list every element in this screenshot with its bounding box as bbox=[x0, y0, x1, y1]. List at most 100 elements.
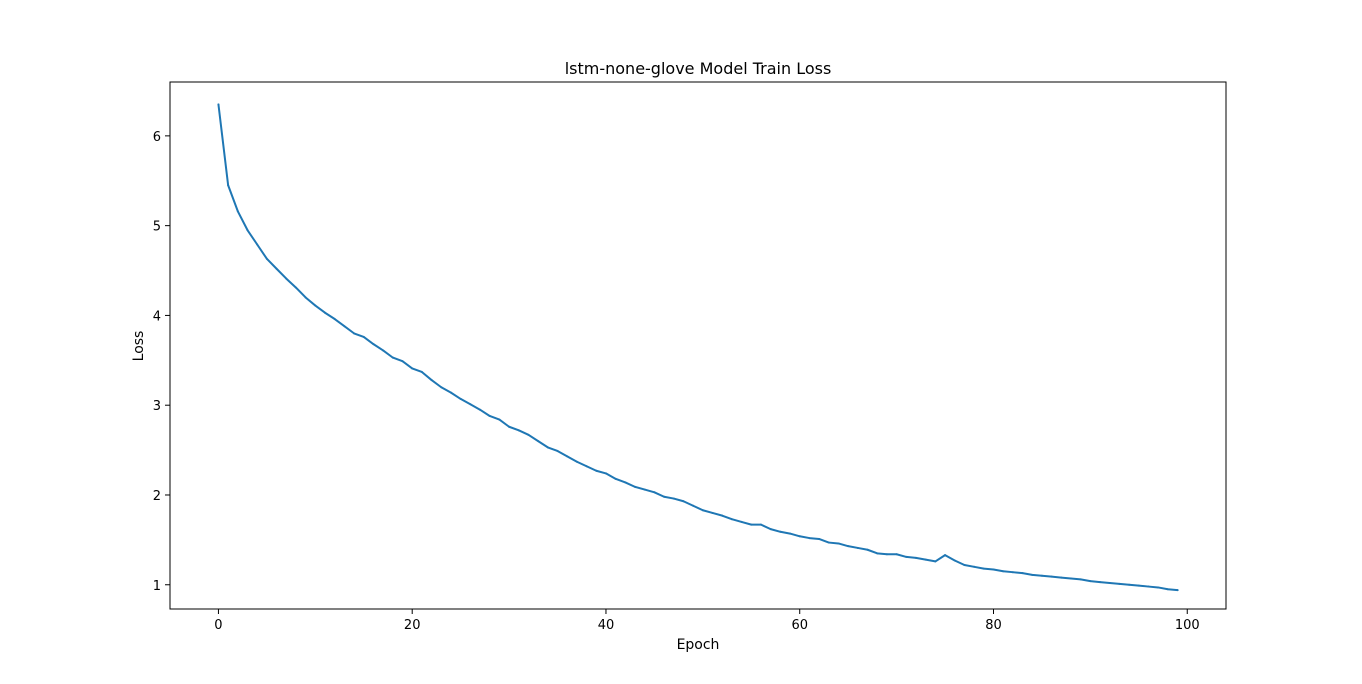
loss-point bbox=[1166, 588, 1169, 591]
loss-point bbox=[236, 210, 239, 213]
loss-point bbox=[430, 379, 433, 382]
loss-point bbox=[682, 500, 685, 503]
loss-point bbox=[885, 553, 888, 556]
loss-point bbox=[479, 408, 482, 411]
loss-point bbox=[1040, 574, 1043, 577]
loss-point bbox=[740, 520, 743, 523]
x-axis-ticks: 0 20 40 60 80 100 bbox=[214, 609, 1200, 633]
loss-point bbox=[353, 332, 356, 335]
loss-point bbox=[498, 418, 501, 421]
loss-point bbox=[1031, 573, 1034, 576]
loss-point bbox=[789, 532, 792, 535]
loss-point bbox=[711, 511, 714, 514]
y-tick-label: 1 bbox=[153, 579, 161, 594]
loss-point bbox=[1118, 582, 1121, 585]
loss-point bbox=[488, 414, 491, 417]
loss-point bbox=[759, 523, 762, 526]
loss-point bbox=[779, 530, 782, 533]
loss-point bbox=[265, 257, 268, 260]
loss-point bbox=[556, 449, 559, 452]
loss-point bbox=[1011, 571, 1014, 574]
loss-point bbox=[469, 403, 472, 406]
loss-point bbox=[895, 553, 898, 556]
loss-point bbox=[333, 318, 336, 321]
loss-point bbox=[314, 304, 317, 307]
loss-point bbox=[362, 335, 365, 338]
loss-point bbox=[818, 537, 821, 540]
loss-point bbox=[1002, 570, 1005, 573]
loss-point bbox=[227, 184, 230, 187]
loss-point bbox=[614, 477, 617, 480]
loss-point bbox=[411, 367, 414, 370]
loss-point bbox=[808, 537, 811, 540]
loss-point bbox=[324, 311, 327, 314]
loss-point bbox=[866, 548, 869, 551]
y-tick-label: 6 bbox=[153, 130, 161, 145]
loss-point bbox=[1128, 583, 1131, 586]
x-tick-label: 100 bbox=[1175, 618, 1200, 633]
loss-point bbox=[546, 446, 549, 449]
loss-point bbox=[275, 267, 278, 270]
y-axis-label: Loss bbox=[131, 331, 147, 362]
loss-point bbox=[1147, 585, 1150, 588]
y-axis-ticks: 1 2 3 4 5 6 bbox=[153, 130, 170, 594]
loss-series-points bbox=[217, 103, 1179, 592]
y-tick-label: 3 bbox=[153, 399, 161, 414]
loss-point bbox=[653, 491, 656, 494]
loss-point bbox=[372, 343, 375, 346]
loss-point bbox=[304, 296, 307, 299]
loss-point bbox=[624, 481, 627, 484]
loss-point bbox=[692, 504, 695, 507]
loss-point bbox=[246, 229, 249, 232]
loss-point bbox=[566, 455, 569, 458]
loss-point bbox=[914, 556, 917, 559]
y-tick-label: 5 bbox=[153, 220, 161, 235]
loss-point bbox=[440, 386, 443, 389]
loss-point bbox=[992, 568, 995, 571]
loss-point bbox=[401, 360, 404, 363]
loss-point bbox=[343, 325, 346, 328]
y-tick-label: 4 bbox=[153, 309, 161, 324]
loss-point bbox=[1157, 586, 1160, 589]
loss-point bbox=[837, 542, 840, 545]
loss-point bbox=[934, 560, 937, 563]
loss-point bbox=[459, 397, 462, 400]
loss-point bbox=[1069, 577, 1072, 580]
loss-point bbox=[575, 460, 578, 463]
x-axis-label: Epoch bbox=[677, 637, 720, 653]
loss-point bbox=[798, 535, 801, 538]
loss-series-line bbox=[217, 103, 1179, 592]
loss-point bbox=[847, 545, 850, 548]
loss-point bbox=[634, 485, 637, 488]
loss-point bbox=[924, 558, 927, 561]
loss-point bbox=[769, 528, 772, 531]
loss-point bbox=[876, 552, 879, 555]
loss-point bbox=[285, 277, 288, 280]
loss-point bbox=[449, 391, 452, 394]
loss-point bbox=[1137, 584, 1140, 587]
loss-point bbox=[585, 465, 588, 468]
chart-title: lstm-none-glove Model Train Loss bbox=[565, 59, 832, 78]
x-tick-label: 0 bbox=[214, 618, 222, 633]
loss-point bbox=[508, 425, 511, 428]
loss-point bbox=[963, 564, 966, 567]
loss-point bbox=[730, 518, 733, 521]
loss-point bbox=[256, 243, 259, 246]
x-tick-label: 80 bbox=[985, 618, 1002, 633]
loss-point bbox=[420, 370, 423, 373]
loss-point bbox=[604, 472, 607, 475]
loss-point bbox=[905, 555, 908, 558]
loss-point bbox=[527, 433, 530, 436]
loss-point bbox=[595, 469, 598, 472]
loss-point bbox=[1060, 576, 1063, 579]
plot-area-frame bbox=[169, 81, 1227, 610]
loss-point bbox=[1050, 575, 1053, 578]
loss-point bbox=[517, 429, 520, 432]
loss-point bbox=[750, 523, 753, 526]
loss-point bbox=[944, 554, 947, 557]
loss-point bbox=[294, 286, 297, 289]
loss-point bbox=[982, 567, 985, 570]
loss-point bbox=[973, 565, 976, 568]
x-tick-label: 60 bbox=[791, 618, 808, 633]
